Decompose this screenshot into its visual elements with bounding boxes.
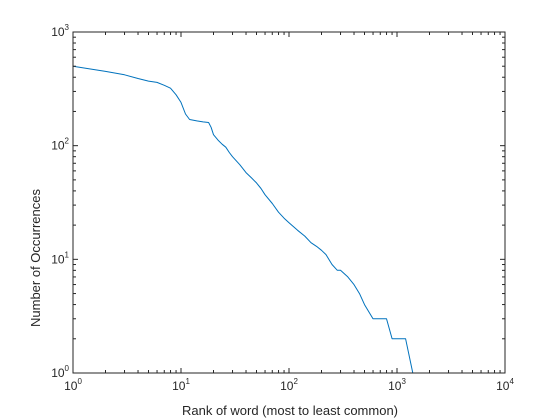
y-tick-label-exponent: 0 — [65, 364, 70, 373]
y-tick-label: 103 — [51, 23, 69, 39]
y-tick-label-exponent: 3 — [65, 23, 70, 32]
x-tick-label-base: 10 — [172, 379, 186, 393]
x-tick-label-base: 10 — [64, 379, 78, 393]
x-tick-label-base: 10 — [496, 379, 510, 393]
x-tick-label: 101 — [172, 377, 190, 393]
tick-mark-layer — [72, 31, 506, 374]
y-tick-label-base: 10 — [51, 25, 65, 39]
y-tick-label: 100 — [51, 364, 69, 380]
x-tick-label-exponent: 1 — [185, 377, 190, 386]
y-tick-label-base: 10 — [51, 366, 65, 380]
x-tick-label: 103 — [388, 377, 406, 393]
y-tick-label: 102 — [51, 137, 69, 153]
x-tick-label-base: 10 — [388, 379, 402, 393]
y-tick-label-exponent: 2 — [65, 137, 70, 146]
y-tick-label-base: 10 — [51, 139, 65, 153]
y-tick-label: 101 — [51, 250, 69, 266]
x-tick-label-exponent: 0 — [77, 377, 82, 386]
x-tick-label-exponent: 2 — [293, 377, 298, 386]
series-line-0 — [72, 65, 449, 374]
plot-line-layer — [72, 65, 449, 374]
x-tick-label: 104 — [496, 377, 514, 393]
y-tick-label-exponent: 1 — [65, 250, 70, 259]
x-tick-label-exponent: 4 — [509, 377, 514, 386]
plot-box — [72, 31, 506, 374]
x-tick-label: 100 — [64, 377, 82, 393]
x-tick-label: 102 — [280, 377, 298, 393]
x-tick-label-exponent: 3 — [401, 377, 406, 386]
x-tick-label-base: 10 — [280, 379, 294, 393]
y-tick-label-base: 10 — [51, 252, 65, 266]
y-axis-label: Number of Occurrences — [28, 189, 43, 327]
x-axis-label: Rank of word (most to least common) — [182, 403, 398, 418]
